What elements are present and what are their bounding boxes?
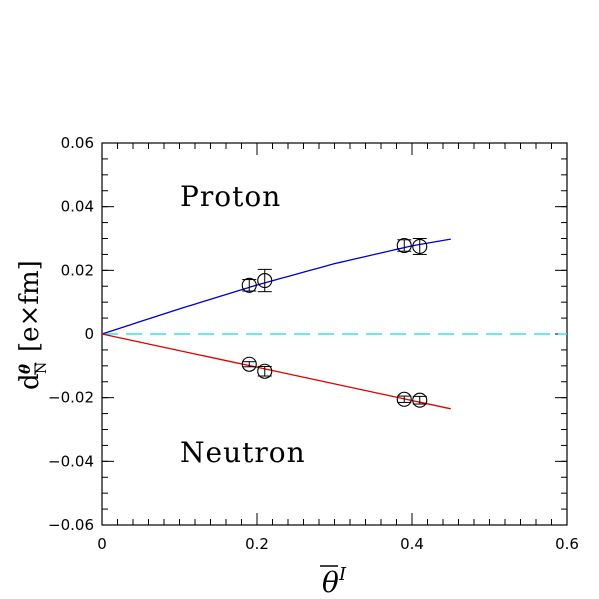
neutron-data-point [257, 363, 273, 379]
point-marker [396, 391, 412, 407]
x-tick-label: 0.6 [555, 535, 579, 553]
neutron-data-point [241, 356, 257, 372]
proton-data-point [396, 237, 412, 254]
svg-text:N: N [34, 362, 50, 374]
y-tick-label: −0.06 [48, 516, 94, 534]
neutron-fit-curve [101, 333, 451, 410]
svg-text:[e×fm]: [e×fm] [15, 260, 45, 352]
y-tick-label: 0.06 [61, 134, 94, 152]
fit-curves [101, 238, 451, 410]
point-marker [241, 356, 257, 372]
y-tick-label: 0.02 [61, 261, 94, 279]
svg-text:d: d [15, 373, 45, 390]
point-marker [257, 363, 273, 379]
x-tick-label: 0.4 [400, 535, 424, 553]
proton-label: Proton [180, 180, 281, 213]
svg-text:θ: θ [16, 364, 34, 374]
point-marker [257, 272, 273, 289]
y-tick-label: −0.02 [48, 389, 94, 407]
svg-text:θ: θ [322, 566, 339, 599]
y-tick-label: −0.04 [48, 452, 94, 470]
neutron-label: Neutron [180, 436, 306, 469]
proton-data-point [412, 238, 428, 255]
svg-text:I: I [338, 564, 347, 585]
axes: 0 0.2 0.4 0.6 −0.06 −0.04 −0.02 0 0.02 0.04 0.06 [48, 134, 579, 553]
proton-fit-curve [101, 238, 451, 335]
proton-data-point [241, 277, 257, 293]
point-marker [396, 237, 412, 254]
y-tick-label: 0.04 [61, 198, 94, 216]
data-points [241, 237, 428, 408]
x-tick-label: 0.2 [245, 535, 269, 553]
neutron-data-point [396, 391, 412, 407]
y-axis-label: d θ N [e×fm] [15, 260, 50, 390]
x-axis-label: θ I [320, 564, 347, 599]
proton-data-point [257, 268, 273, 293]
y-tick-label: 0 [84, 325, 94, 343]
x-tick-label: 0 [97, 535, 107, 553]
labels: Proton Neutron θ I d θ N [e×fm] [15, 180, 347, 599]
point-marker [241, 277, 257, 293]
point-marker [412, 238, 428, 255]
neutron-data-point [412, 392, 428, 408]
point-marker [412, 392, 428, 408]
